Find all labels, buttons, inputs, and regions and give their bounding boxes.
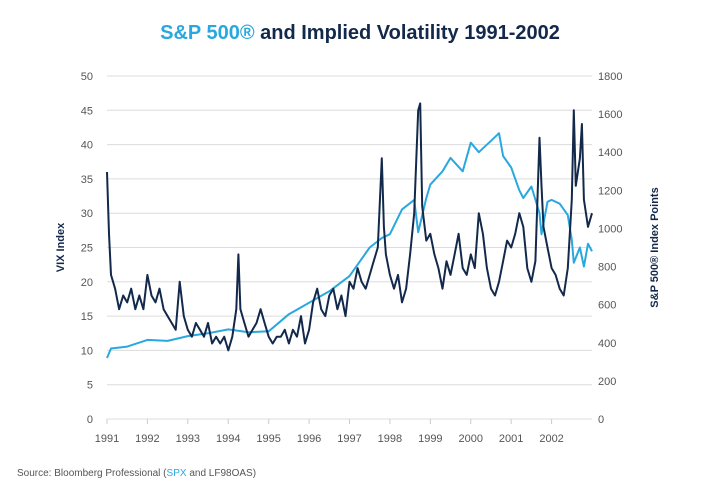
x-tick-label: 2001 xyxy=(499,433,523,445)
chart-title: S&P 500® and Implied Volatility 1991-200… xyxy=(0,22,720,45)
y-tick-label: 20 xyxy=(81,277,93,289)
x-tick-label: 1994 xyxy=(216,433,240,445)
y2-tick-label: 600 xyxy=(598,300,616,312)
x-tick-label: 1992 xyxy=(135,433,159,445)
x-tick-label: 1991 xyxy=(95,433,119,445)
y2-tick-label: 400 xyxy=(598,338,616,350)
series-line-spx xyxy=(106,132,593,359)
source-note: Source: Bloomberg Professional (SPX and … xyxy=(17,468,256,479)
x-tick-label: 1997 xyxy=(337,433,361,445)
y2-tick-label: 800 xyxy=(598,262,616,274)
title-rest: and Implied Volatility 1991-2002 xyxy=(254,22,560,44)
y2-tick-label: 200 xyxy=(598,376,616,388)
y-tick-label: 15 xyxy=(81,311,93,323)
y-tick-label: 40 xyxy=(81,140,93,152)
y-tick-label: 50 xyxy=(81,71,93,83)
y2-tick-label: 0 xyxy=(598,414,604,426)
y2-tick-label: 1200 xyxy=(598,185,622,197)
source-link-spx[interactable]: SPX xyxy=(166,468,187,479)
y2-tick-label: 1600 xyxy=(598,109,622,121)
y-tick-label: 5 xyxy=(87,380,93,392)
y2-tick-label: 1800 xyxy=(598,71,622,83)
source-prefix: Source: Bloomberg Professional ( xyxy=(17,468,167,479)
series-line-vix xyxy=(106,102,593,352)
x-tick-label: 1996 xyxy=(297,433,321,445)
y2-tick-label: 1400 xyxy=(598,147,622,159)
title-highlight: S&P 500® xyxy=(160,22,255,44)
plot-area: 0 5 10 15 20 25 30 35 40 45 50 0 200 400 600 800 1000 120… xyxy=(55,71,661,445)
y-tick-label: 0 xyxy=(87,414,93,426)
x-tick-label: 2000 xyxy=(459,433,483,445)
y2-axis-label: S&P 500® Index Points xyxy=(649,187,661,307)
y-tick-label: 45 xyxy=(81,105,93,117)
y-axis-label: VIX Index xyxy=(55,222,67,272)
x-tick-label: 1998 xyxy=(378,433,402,445)
y-tick-label: 35 xyxy=(81,174,93,186)
source-suffix: and LF98OAS) xyxy=(186,468,257,479)
y-tick-label: 30 xyxy=(81,208,93,220)
y-tick-label: 25 xyxy=(81,243,93,255)
x-tick-label: 1999 xyxy=(418,433,442,445)
x-tick-label: 2002 xyxy=(539,433,563,445)
x-tick-label: 1995 xyxy=(256,433,280,445)
y-tick-label: 10 xyxy=(81,345,93,357)
y2-tick-label: 1000 xyxy=(598,223,622,235)
x-tick-label: 1993 xyxy=(176,433,200,445)
